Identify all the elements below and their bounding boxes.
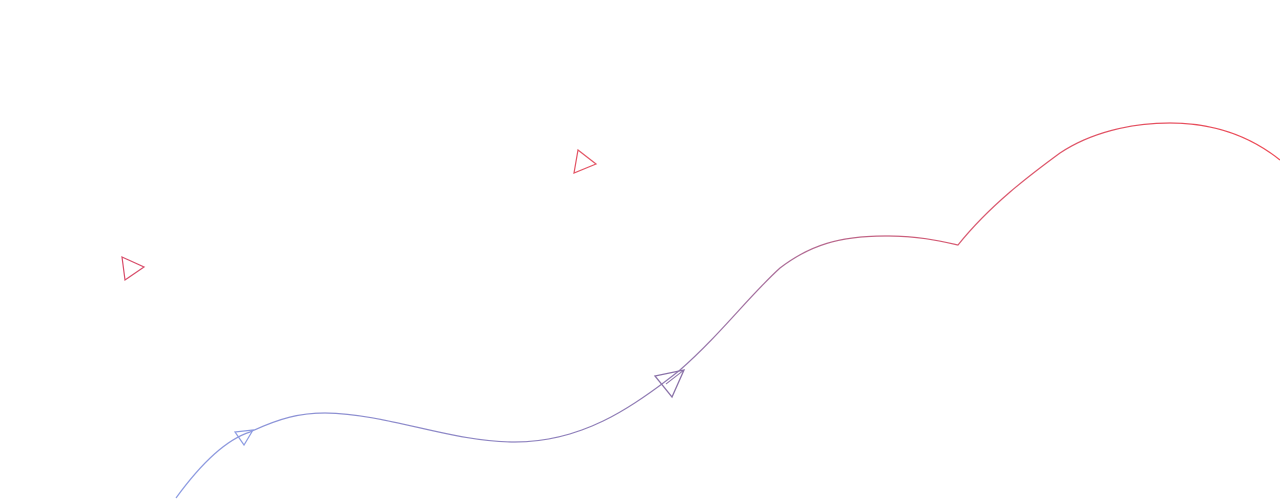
- plane-small: [233, 429, 255, 447]
- plane-large: [653, 369, 686, 399]
- plane-red-top: [573, 148, 598, 174]
- flight-path: [175, 122, 1280, 499]
- plane-large-fold: [665, 369, 685, 385]
- plane-red-left: [121, 256, 146, 282]
